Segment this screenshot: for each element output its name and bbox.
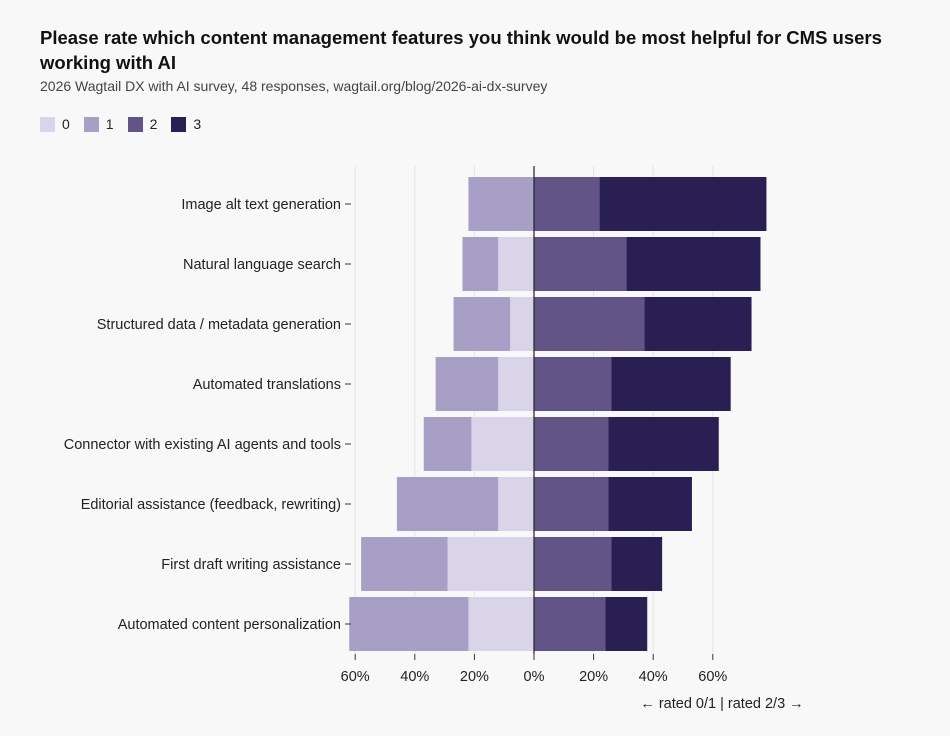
bar-segment bbox=[611, 537, 663, 591]
bar-segment bbox=[361, 537, 448, 591]
bar-segment bbox=[534, 297, 645, 351]
bar-segment bbox=[626, 237, 761, 291]
legend-swatch-1 bbox=[83, 116, 99, 132]
bar-segment bbox=[423, 417, 472, 471]
bar-segment bbox=[534, 357, 612, 411]
bar-segment bbox=[498, 477, 534, 531]
legend-label-0: 0 bbox=[62, 116, 70, 132]
legend-label-2: 2 bbox=[149, 116, 158, 132]
axis-note: ← rated 0/1 | rated 2/3 → bbox=[640, 696, 803, 712]
bar-segment bbox=[447, 537, 534, 591]
category-label: Editorial assistance (feedback, rewritin… bbox=[81, 497, 341, 513]
category-label: Image alt text generation bbox=[181, 197, 341, 213]
bar-segment bbox=[534, 477, 609, 531]
bar-segment bbox=[471, 417, 534, 471]
legend-swatch-0 bbox=[40, 116, 55, 132]
legend-item-1: 1 bbox=[83, 116, 114, 132]
bar-segment bbox=[608, 477, 692, 531]
bar-segment bbox=[498, 237, 534, 291]
bar-segment bbox=[510, 297, 534, 351]
category-label: Automated translations bbox=[193, 377, 341, 393]
bar-segment bbox=[462, 237, 499, 291]
bar-segment bbox=[396, 477, 499, 531]
bar-segment bbox=[468, 177, 534, 231]
bar-segment bbox=[608, 417, 719, 471]
bar-segment bbox=[435, 357, 499, 411]
x-tick-label: 60% bbox=[698, 669, 727, 685]
legend-item-2: 2 bbox=[127, 116, 158, 132]
category-label: Natural language search bbox=[183, 257, 341, 273]
chart-title: Please rate which content management fea… bbox=[40, 27, 882, 73]
bar-segment bbox=[534, 597, 606, 651]
bar-segment bbox=[453, 297, 511, 351]
legend: 0 1 2 3 bbox=[40, 116, 215, 132]
legend-label-3: 3 bbox=[193, 116, 202, 132]
bar-segment bbox=[534, 237, 627, 291]
legend-swatch-2 bbox=[127, 116, 143, 132]
bar-segment bbox=[498, 357, 534, 411]
bar-segment bbox=[534, 417, 609, 471]
x-tick-label: 0% bbox=[524, 669, 545, 685]
bar-segment bbox=[611, 357, 731, 411]
category-label: Structured data / metadata generation bbox=[97, 317, 341, 333]
bar-segment bbox=[605, 597, 648, 651]
legend-swatch-3 bbox=[171, 116, 187, 132]
category-label: Automated content personalization bbox=[118, 617, 341, 633]
legend-label-1: 1 bbox=[105, 116, 114, 132]
bar-segment bbox=[599, 177, 767, 231]
x-tick-label: 20% bbox=[579, 669, 608, 685]
legend-item-3: 3 bbox=[171, 116, 201, 132]
bar-segment bbox=[534, 177, 600, 231]
x-tick-label: 20% bbox=[460, 669, 489, 685]
bar-segment bbox=[644, 297, 752, 351]
x-tick-label: 40% bbox=[639, 669, 668, 685]
category-label: Connector with existing AI agents and to… bbox=[64, 437, 341, 453]
bar-segment bbox=[349, 597, 469, 651]
chart-subtitle: 2026 Wagtail DX with AI survey, 48 respo… bbox=[40, 78, 548, 94]
legend-item-0: 0 bbox=[40, 116, 70, 132]
bar-segment bbox=[534, 537, 612, 591]
x-tick-label: 40% bbox=[400, 669, 429, 685]
x-tick-label: 60% bbox=[341, 669, 370, 685]
bar-segment bbox=[468, 597, 534, 651]
category-label: First draft writing assistance bbox=[161, 557, 341, 573]
